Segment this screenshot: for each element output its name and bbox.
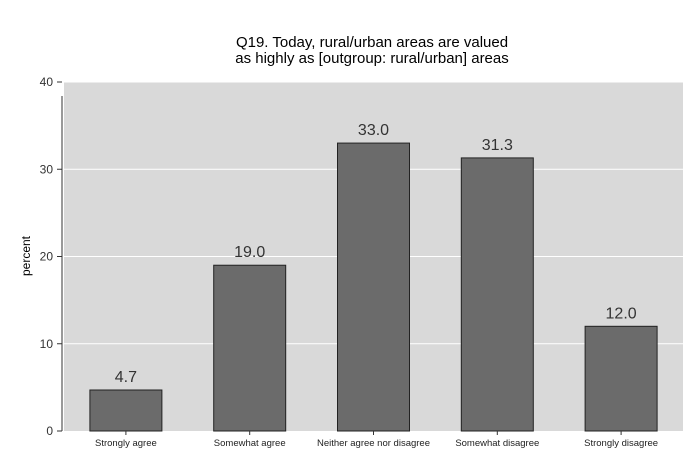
y-tick-label: 0 bbox=[46, 424, 53, 438]
data-label: 31.3 bbox=[482, 137, 513, 154]
bar bbox=[337, 142, 410, 432]
bars: 4.7 19.0 33.0 31.3 12.0 bbox=[89, 122, 658, 432]
data-label: 12.0 bbox=[606, 305, 637, 322]
x-tick-label: Neither agree nor disagree bbox=[317, 438, 430, 449]
data-label: 19.0 bbox=[234, 244, 265, 261]
x-tick-label: Somewhat agree bbox=[214, 438, 286, 449]
y-tick-label: 10 bbox=[40, 337, 54, 351]
x-tick-label: Strongly disagree bbox=[584, 438, 658, 449]
x-tick-label: Strongly agree bbox=[95, 438, 157, 449]
y-tick-label: 40 bbox=[40, 75, 54, 89]
bar bbox=[584, 325, 658, 432]
chart-subtitle: as highly as [outgroup: rural/urban] are… bbox=[235, 50, 509, 67]
y-axis-label: percent bbox=[19, 235, 33, 276]
chart-title: Q19. Today, rural/urban areas are valued bbox=[236, 34, 508, 51]
data-label: 33.0 bbox=[358, 122, 389, 139]
bar bbox=[460, 157, 534, 432]
bar bbox=[213, 264, 287, 432]
y-axis: 0 10 20 30 40 bbox=[40, 75, 63, 438]
data-label: 4.7 bbox=[115, 369, 137, 386]
y-tick-label: 30 bbox=[40, 162, 54, 176]
x-axis: Strongly agree Somewhat agree Neither agre… bbox=[95, 431, 658, 449]
bar bbox=[89, 389, 163, 432]
y-tick-label: 20 bbox=[40, 250, 54, 264]
x-tick-label: Somewhat disagree bbox=[455, 438, 539, 449]
